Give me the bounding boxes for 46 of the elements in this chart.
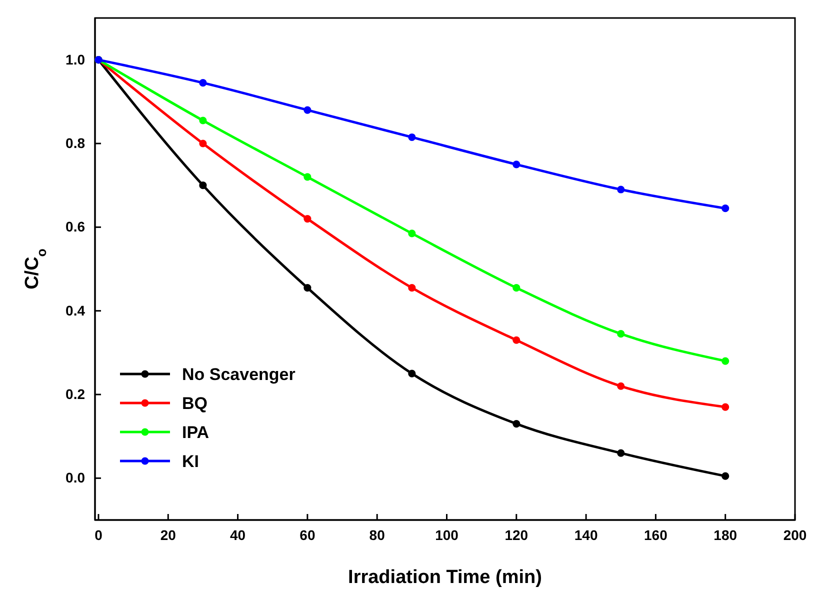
- x-tick-label: 180: [714, 526, 738, 543]
- point: [512, 160, 520, 168]
- x-tick-label: 120: [504, 526, 528, 543]
- point: [304, 284, 312, 292]
- x-tick-label: 60: [300, 526, 316, 543]
- point: [722, 204, 730, 212]
- point: [408, 284, 416, 292]
- x-tick-label: 200: [783, 526, 807, 543]
- y-tick-label: 0.6: [66, 218, 86, 235]
- point: [617, 186, 625, 194]
- point: [199, 79, 207, 87]
- y-tick-label: 0.2: [66, 386, 86, 402]
- x-tick-label: 0: [94, 526, 103, 543]
- point: [617, 330, 625, 338]
- y-tick-label: 0.0: [66, 470, 86, 486]
- y-tick-label: 0.8: [66, 134, 86, 151]
- x-axis-title: Irradiation Time (min): [348, 567, 542, 588]
- x-tick-label: 80: [369, 526, 386, 543]
- point: [512, 420, 520, 428]
- point: [408, 230, 416, 238]
- legend-label: IPA: [182, 423, 210, 442]
- x-tick-label: 100: [435, 526, 459, 543]
- point: [199, 140, 207, 148]
- legend-label: BQ: [182, 394, 208, 413]
- x-tick-label: 40: [230, 526, 246, 543]
- x-tick-label: 140: [574, 526, 598, 543]
- point: [304, 215, 312, 223]
- point: [722, 403, 730, 411]
- point: [408, 370, 416, 378]
- point: [304, 173, 312, 181]
- point: [512, 336, 520, 344]
- point: [722, 357, 730, 365]
- point: [722, 472, 730, 480]
- legend-label: KI: [182, 452, 199, 471]
- point: [408, 133, 416, 142]
- y-tick-label: 1.0: [66, 51, 86, 68]
- point: [304, 106, 312, 114]
- point: [199, 182, 207, 190]
- legend-label: No Scavenger: [182, 365, 296, 384]
- y-tick-label: 0.4: [66, 302, 86, 318]
- point: [199, 116, 207, 124]
- x-tick-label: 160: [644, 526, 668, 543]
- x-tick-label: 20: [160, 526, 176, 543]
- point: [512, 284, 520, 292]
- point: [617, 382, 625, 390]
- point: [617, 449, 625, 457]
